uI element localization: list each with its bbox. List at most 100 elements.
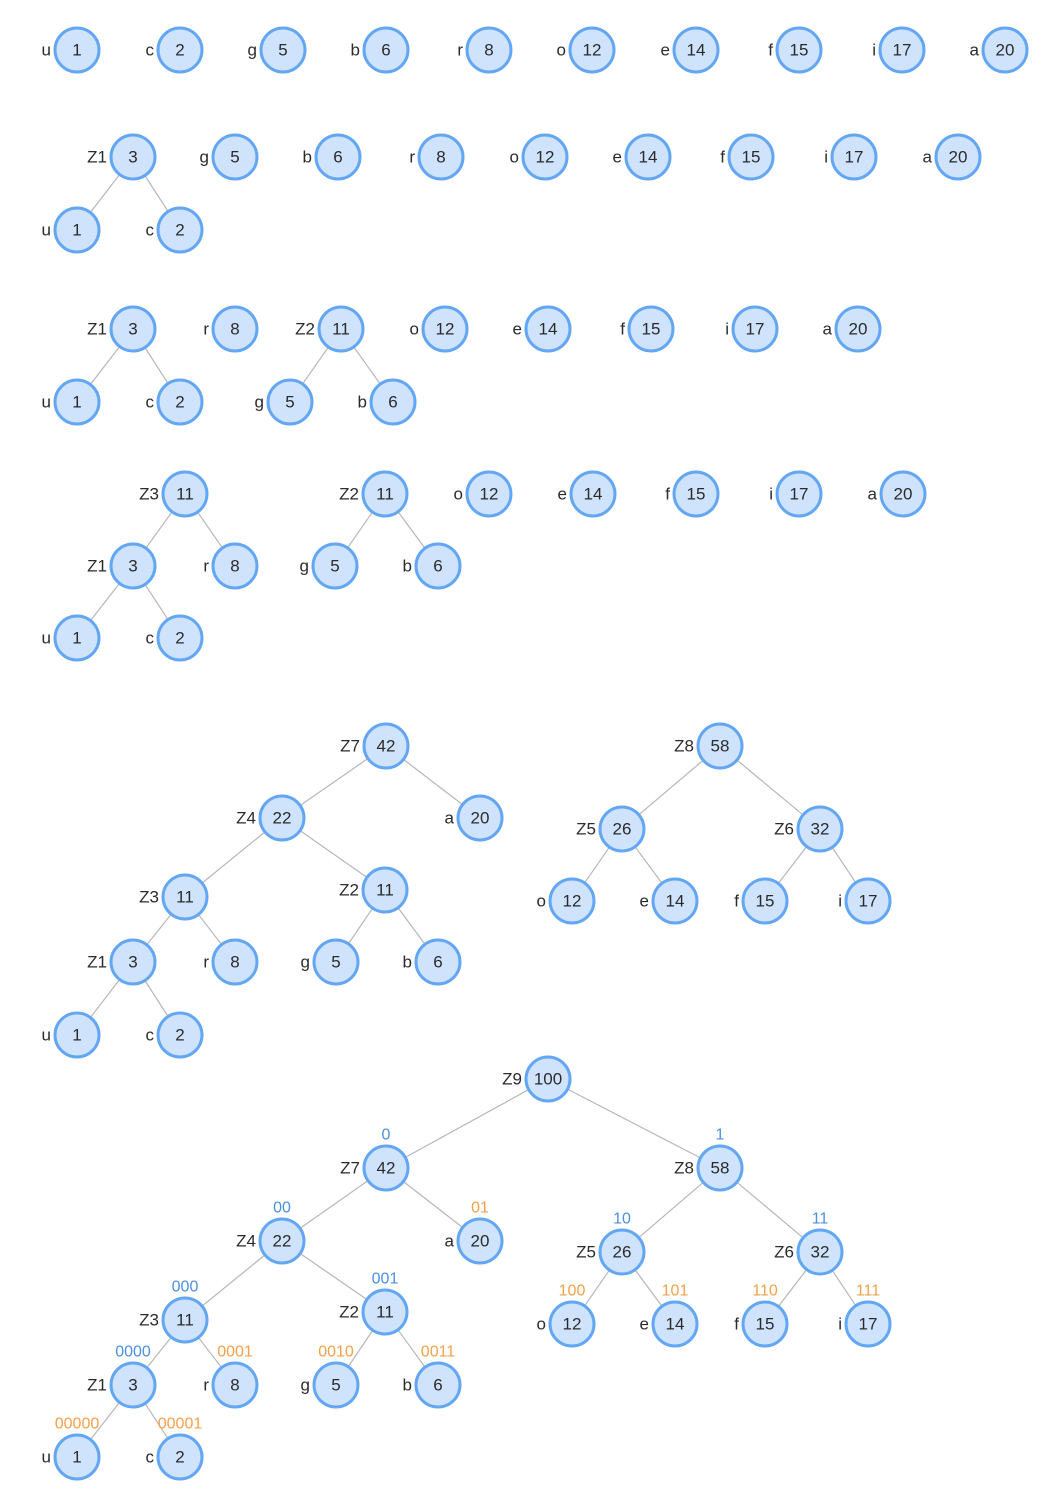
node-label: a: [923, 148, 933, 167]
node-label: Z5: [576, 1243, 596, 1262]
node-circle: [414, 938, 462, 986]
node-value: 5: [331, 953, 340, 972]
node-value: 11: [332, 320, 350, 339]
node-circle: [53, 1433, 101, 1481]
node-label: o: [557, 41, 566, 60]
node-circle: [741, 1300, 789, 1348]
node-label: o: [510, 148, 519, 167]
node-value: 15: [687, 485, 706, 504]
node-circle: [465, 470, 513, 518]
node-circle: [524, 1055, 572, 1103]
node-g: 5g: [248, 26, 307, 74]
node-value: 2: [175, 1448, 184, 1467]
node-value: 42: [377, 737, 396, 756]
edge-Z8-Z6: [736, 759, 804, 816]
node-circle: [53, 378, 101, 426]
node-value: 2: [175, 1026, 184, 1045]
node-value: 17: [893, 41, 912, 60]
node-circle: [156, 378, 204, 426]
node-i: 17 i: [769, 470, 823, 518]
node-label: Z3: [139, 888, 159, 907]
node-circle: [53, 26, 101, 74]
edge-Z3-r: [197, 1337, 223, 1368]
node-circle: [627, 305, 675, 353]
node-label: o: [537, 892, 546, 911]
node-label: c: [146, 41, 155, 60]
node-u: 1u: [42, 26, 101, 74]
edge-Z1-c: [144, 584, 169, 620]
node-circle: [834, 305, 882, 353]
node-label: Z9: [502, 1070, 522, 1089]
edge-Z8-Z5: [638, 759, 704, 816]
edge-Z1-u: [89, 174, 121, 213]
node-Z8: 58 Z8 1: [674, 1127, 744, 1192]
node-label: Z6: [774, 820, 794, 839]
edge-Z4-Z3: [201, 831, 266, 884]
node-label: f: [768, 41, 773, 60]
node-label: Z4: [236, 809, 256, 828]
node-Z5: 26 Z5 10: [576, 1211, 646, 1276]
node-value: 15: [756, 892, 775, 911]
node-value: 3: [128, 1376, 137, 1395]
node-value: 12: [480, 485, 499, 504]
node-value: 26: [613, 1243, 632, 1262]
node-r: 8r: [457, 26, 513, 74]
node-value: 11: [176, 888, 194, 907]
node-label: i: [824, 148, 828, 167]
node-value: 11: [176, 485, 194, 504]
node-label: o: [537, 1315, 546, 1334]
node-code: 001: [372, 1271, 399, 1288]
node-value: 20: [849, 320, 868, 339]
node-value: 12: [563, 1315, 582, 1334]
node-label: Z2: [339, 881, 359, 900]
node-value: 6: [433, 557, 442, 576]
node-circle: [211, 133, 259, 181]
node-circle: [548, 1300, 596, 1348]
edge-Z9-Z8: [567, 1088, 701, 1159]
node-circle: [696, 722, 744, 770]
node-circle: [109, 305, 157, 353]
node-value: 12: [563, 892, 582, 911]
node-Z7: 42 Z7 0: [340, 1127, 410, 1192]
node-value: 12: [583, 41, 602, 60]
node-circle: [317, 305, 365, 353]
node-value: 14: [666, 1315, 685, 1334]
node-label: b: [303, 148, 312, 167]
node-e: 14 e: [661, 26, 720, 74]
node-circle: [53, 206, 101, 254]
node-label: g: [301, 953, 310, 972]
node-code: 101: [662, 1283, 689, 1300]
node-value: 100: [534, 1070, 562, 1089]
node-label: o: [454, 485, 463, 504]
node-value: 1: [72, 393, 81, 412]
node-label: Z5: [576, 820, 596, 839]
node-Z5: 26 Z5: [576, 805, 646, 853]
node-a: 20 a: [970, 26, 1029, 74]
node-f: 15 f: [734, 877, 789, 925]
node-circle: [109, 133, 157, 181]
edge-Z2-b: [397, 1329, 426, 1368]
node-circle: [844, 877, 892, 925]
node-b: 6b: [358, 378, 417, 426]
node-o: 12 o 100: [537, 1283, 596, 1348]
node-circle: [211, 938, 259, 986]
node-g: 5g: [200, 133, 259, 181]
node-Z2: 11 Z2: [339, 470, 409, 518]
node-Z6: 32 Z6 11: [774, 1211, 844, 1276]
node-label: g: [248, 41, 257, 60]
node-value: 11: [376, 881, 394, 900]
node-circle: [314, 133, 362, 181]
edge-Z3-Z1: [146, 1336, 172, 1369]
node-a: 20 a 01: [445, 1200, 504, 1265]
node-Z9: 100 Z9: [502, 1055, 572, 1103]
node-label: a: [970, 41, 980, 60]
node-value: 42: [377, 1159, 396, 1178]
edge-Z4-Z3: [201, 1254, 266, 1307]
node-value: 15: [790, 41, 809, 60]
node-label: a: [823, 320, 833, 339]
node-label: f: [734, 1315, 739, 1334]
edge-Z1-c: [144, 175, 169, 212]
node-code: 0: [382, 1127, 391, 1144]
node-Z2: 11 Z2: [295, 305, 365, 353]
node-label: i: [838, 1315, 842, 1334]
